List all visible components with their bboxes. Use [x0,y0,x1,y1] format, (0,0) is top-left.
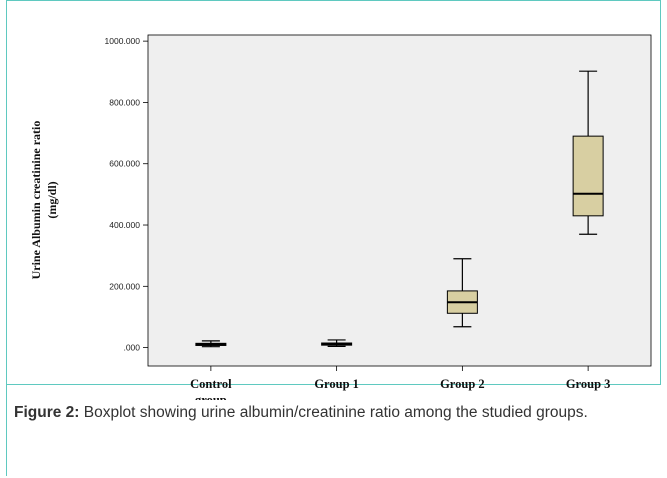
y-tick-label: 800.000 [109,97,140,107]
figure-frame-bottom-border [6,384,661,385]
y-tick-label: .000 [123,343,140,353]
y-tick-label: 1000.000 [105,36,141,46]
x-category-label: Group 2 [440,377,485,391]
x-category-label-line2: group [195,393,227,400]
y-axis: .000 200.000 400.000 600.000 800.000 1000.000 [105,36,148,353]
x-axis-labels: Control group Group 1 Group 2 Group 3 [190,366,610,400]
figure-frame-right-border [660,0,661,384]
x-category-label: Control [190,377,232,391]
boxes [195,70,604,348]
y-axis-label: Urine Albumin creatinine ratio [29,121,43,280]
box-group [321,339,353,347]
plot-area [147,34,652,367]
figure-frame [6,0,661,476]
box-group [446,258,478,328]
figure-caption-text: Boxplot showing urine albumin/creatinine… [79,404,588,421]
y-tick-label: 600.000 [109,159,140,169]
y-axis-unit-label: (mg/dl) [45,181,59,218]
box-group [572,70,604,235]
x-category-label: Group 1 [314,377,359,391]
y-tick-label: 200.000 [109,281,140,291]
boxplot-chart: .000 200.000 400.000 600.000 800.000 1000.000… [29,34,652,400]
y-tick-label: 400.000 [109,220,140,230]
x-category-label: Group 3 [566,377,611,391]
figure-caption-label: Figure 2: [14,404,80,421]
figure-caption: Figure 2: Boxplot showing urine albumin/… [14,402,654,423]
iqr-box [572,135,604,217]
box-group [195,340,227,348]
